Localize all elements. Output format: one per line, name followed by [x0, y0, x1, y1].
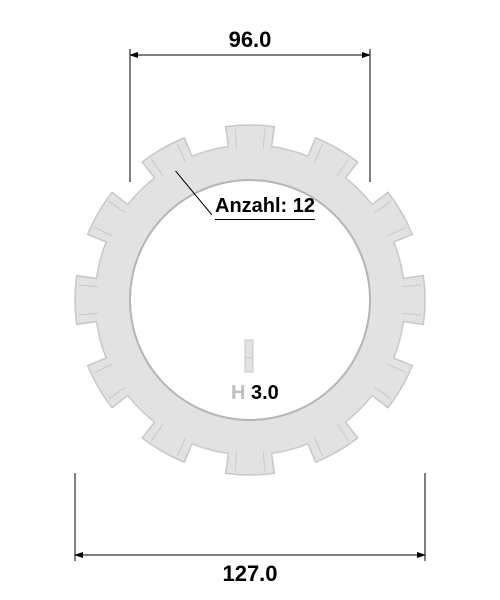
top-dimension-value: 96.0: [229, 27, 272, 52]
tooth-count-value: Anzahl: 12: [215, 195, 315, 220]
top-dimension-label: 96.0: [0, 27, 500, 53]
bottom-dimension-label: 127.0: [0, 561, 500, 587]
bottom-dimension-value: 127.0: [222, 561, 277, 586]
tooth-count-label: Anzahl: 12: [215, 195, 315, 218]
thickness-label: H 3.0: [231, 382, 279, 405]
diagram-svg: [0, 0, 500, 600]
diagram-container: 96.0 127.0 Anzahl: 12 H 3.0: [0, 0, 500, 600]
thickness-prefix: H: [231, 382, 251, 404]
thickness-value: 3.0: [251, 382, 279, 404]
